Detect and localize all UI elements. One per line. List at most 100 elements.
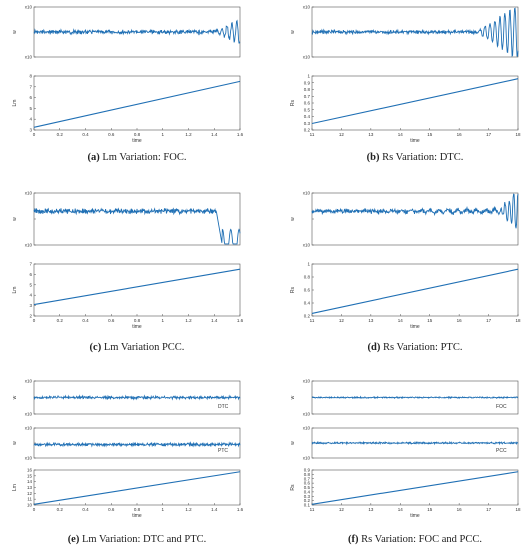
x-axis-label: time bbox=[410, 324, 420, 330]
y-tick-label: 4 bbox=[29, 293, 32, 298]
y-tick-label: 0.6 bbox=[304, 101, 311, 106]
x-tick-label: 0.6 bbox=[108, 132, 115, 137]
y-tick-label: 12 bbox=[27, 491, 33, 496]
y-tick-label: x10 bbox=[303, 379, 311, 384]
y-tick-label: 0.5 bbox=[304, 107, 311, 112]
y-axis-label: Rs bbox=[290, 484, 296, 491]
y-tick-label: x10 bbox=[303, 243, 311, 248]
x-tick-label: 1.2 bbox=[185, 507, 192, 512]
subplot-f-1: w x10 x10 PCC bbox=[290, 426, 519, 461]
legend-label: DTC bbox=[218, 404, 229, 410]
y-tick-label: 11 bbox=[27, 497, 32, 502]
x-tick-label: 12 bbox=[339, 318, 345, 323]
axes-box bbox=[311, 192, 519, 246]
x-tick-label: 1.6 bbox=[237, 132, 244, 137]
y-tick-label: 0.3 bbox=[304, 121, 311, 126]
speed-series-line bbox=[33, 441, 241, 448]
x-tick-label: 11 bbox=[310, 507, 315, 512]
y-tick-label: 8 bbox=[29, 74, 32, 79]
x-tick-label: 14 bbox=[398, 318, 404, 323]
y-tick-label: x10 bbox=[25, 243, 33, 248]
x-tick-label: 0.2 bbox=[57, 132, 64, 137]
y-axis-label: w bbox=[12, 217, 18, 221]
y-axis-label: w bbox=[290, 217, 296, 221]
caption-text: Rs Variation: PTC. bbox=[380, 342, 462, 353]
caption-text: Rs Variation: DTC. bbox=[380, 152, 464, 163]
y-axis-label: w bbox=[12, 441, 18, 445]
caption-letter: (e) bbox=[68, 534, 80, 545]
speed-series-line bbox=[33, 207, 241, 245]
x-axis-label: time bbox=[132, 324, 142, 330]
panel-caption: (c) Lm Variation PCC. bbox=[90, 342, 185, 353]
y-tick-label: x10 bbox=[25, 426, 33, 431]
subplot-e-0: w x10 x10 DTC bbox=[12, 379, 241, 417]
panel-f: w x10 x10 FOC w x10 x10 PCC Rs 0.10.20.30.40.50.6… bbox=[290, 379, 521, 546]
subplot-c-1: Lm 2 3 4 5 6 7 0 0.2 0.4 0.6 0.8 1 1.2 1.4 1.6 time bbox=[12, 262, 244, 331]
y-tick-label: 4 bbox=[29, 117, 32, 122]
x-tick-label: 0.6 bbox=[108, 507, 115, 512]
speed-series-line bbox=[311, 193, 519, 229]
x-tick-label: 1.2 bbox=[185, 132, 192, 137]
y-axis-label: w bbox=[12, 30, 18, 34]
x-tick-label: 0.4 bbox=[82, 318, 89, 323]
x-tick-label: 14 bbox=[398, 132, 404, 137]
subplot-a-0: w x10 x10 bbox=[12, 5, 241, 60]
y-tick-label: 0.7 bbox=[304, 94, 311, 99]
x-tick-label: 15 bbox=[427, 132, 433, 137]
subplot-f-2: Rs 0.10.20.30.40.50.60.70.80.9 11 12 13 14 15 1… bbox=[290, 468, 521, 520]
x-tick-label: 0 bbox=[33, 318, 36, 323]
y-axis-label: w bbox=[290, 30, 296, 34]
y-tick-label: 0.4 bbox=[304, 301, 311, 306]
axes-box bbox=[33, 192, 241, 246]
subplot-d-0: w x10 x10 bbox=[290, 191, 519, 248]
parameter-ramp-line bbox=[311, 471, 519, 505]
y-tick-label: 15 bbox=[27, 473, 33, 478]
panel-caption: (e) Lm Variation: DTC and PTC. bbox=[68, 534, 207, 545]
caption-letter: (b) bbox=[367, 152, 380, 163]
x-tick-label: 0.8 bbox=[134, 507, 141, 512]
x-tick-label: 13 bbox=[368, 132, 374, 137]
x-tick-label: 0 bbox=[33, 507, 36, 512]
x-tick-label: 1.4 bbox=[211, 507, 218, 512]
y-tick-label: 10 bbox=[27, 503, 33, 508]
y-tick-label: x10 bbox=[303, 456, 311, 461]
x-tick-label: 15 bbox=[427, 507, 433, 512]
y-tick-label: 0.5 bbox=[304, 485, 311, 490]
y-tick-label: 0.2 bbox=[304, 314, 311, 319]
y-axis-label: w bbox=[12, 395, 18, 399]
y-tick-label: 5 bbox=[29, 106, 32, 111]
x-tick-label: 0.4 bbox=[82, 507, 89, 512]
x-tick-label: 1 bbox=[161, 132, 164, 137]
y-tick-label: 7 bbox=[29, 262, 32, 267]
y-tick-label: x10 bbox=[303, 191, 311, 196]
x-tick-label: 18 bbox=[515, 132, 521, 137]
speed-series-line bbox=[33, 19, 241, 44]
x-tick-label: 0.6 bbox=[108, 318, 115, 323]
y-tick-label: 0.8 bbox=[304, 275, 311, 280]
caption-letter: (d) bbox=[368, 342, 381, 353]
y-axis-label: Lm bbox=[12, 100, 18, 107]
caption-letter: (f) bbox=[348, 534, 359, 545]
axes-box bbox=[33, 427, 241, 459]
parameter-ramp-line bbox=[33, 268, 241, 306]
x-tick-label: 17 bbox=[486, 507, 492, 512]
x-tick-label: 15 bbox=[427, 318, 433, 323]
y-tick-label: 0.9 bbox=[304, 80, 311, 85]
y-tick-label: 0.9 bbox=[304, 468, 311, 473]
x-tick-label: 16 bbox=[457, 132, 463, 137]
y-tick-label: x10 bbox=[25, 379, 33, 384]
x-tick-label: 16 bbox=[457, 507, 463, 512]
y-tick-label: x10 bbox=[303, 5, 311, 10]
y-tick-label: 0.1 bbox=[304, 503, 311, 508]
x-tick-label: 1.4 bbox=[211, 318, 218, 323]
y-tick-label: 16 bbox=[27, 468, 33, 473]
legend-label: PTC bbox=[218, 448, 228, 454]
x-tick-label: 0.2 bbox=[57, 318, 64, 323]
legend-label: PCC bbox=[496, 448, 507, 454]
y-tick-label: 0.8 bbox=[304, 87, 311, 92]
